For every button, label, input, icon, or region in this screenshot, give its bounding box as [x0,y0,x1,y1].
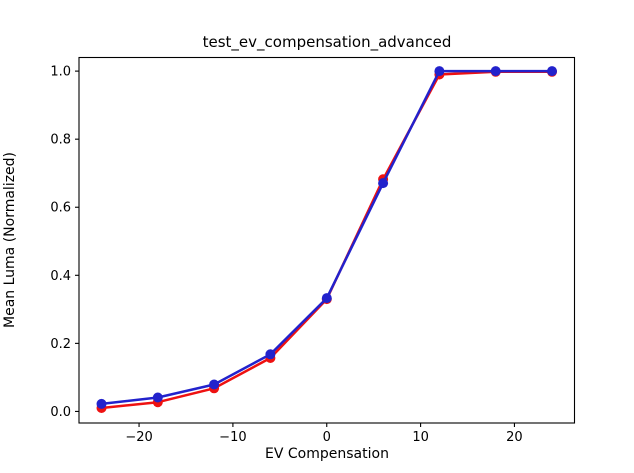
data-point-blue [265,349,276,360]
y-tick-label: 0.4 [50,269,71,284]
chart-title: test_ev_compensation_advanced [203,33,452,52]
data-point-blue [490,66,501,77]
data-point-blue [152,392,163,403]
data-point-blue [321,293,332,304]
x-tick-label: −10 [219,430,246,445]
y-tick-label: 0.2 [50,337,71,352]
x-tick-label: 20 [506,430,523,445]
x-tick-label: 10 [412,430,429,445]
y-tick-label: 0.8 [50,133,71,148]
x-axis-label: EV Compensation [265,446,389,462]
plot-border [78,56,576,424]
y-tick-label: 0.6 [50,201,71,216]
x-tick-label: 0 [323,430,331,445]
y-tick-label: 1.0 [50,65,71,80]
plot-area: −20 −10 0 10 20 0.0 0.2 0.4 0.6 0.8 1.0 [50,56,576,445]
data-point-blue [434,66,445,77]
data-point-blue [96,398,107,409]
data-point-blue [547,66,557,77]
data-point-blue [209,379,220,390]
y-tick-label: 0.0 [50,405,71,420]
y-axis-label: Mean Luma (Normalized) [2,152,18,328]
x-tick-label: −20 [125,430,152,445]
data-point-blue [378,178,389,189]
